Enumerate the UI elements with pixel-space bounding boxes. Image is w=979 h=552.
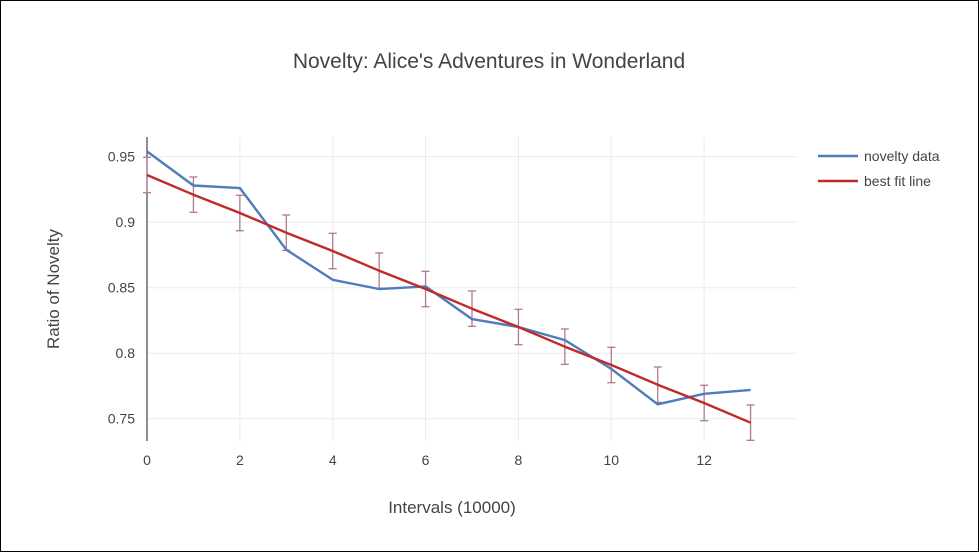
y-tick-label: 0.9 <box>116 214 136 230</box>
legend[interactable]: novelty data best fit line <box>818 148 940 189</box>
series-lines <box>146 150 752 424</box>
x-tick-label: 8 <box>515 452 523 468</box>
y-tick-label: 0.95 <box>108 149 135 165</box>
x-tick-label: 10 <box>603 452 619 468</box>
y-tick-labels: 0.75 0.8 0.85 0.9 0.95 <box>108 149 135 427</box>
legend-item-best-fit-line[interactable]: best fit line <box>818 173 931 189</box>
legend-label: best fit line <box>864 173 931 189</box>
series-line-novelty-data <box>146 150 751 406</box>
y-tick-label: 0.85 <box>108 280 135 296</box>
x-tick-label: 6 <box>422 452 430 468</box>
chart-title: Novelty: Alice's Adventures in Wonderlan… <box>293 50 685 73</box>
legend-item-novelty-data[interactable]: novelty data <box>818 148 940 164</box>
x-tick-label: 12 <box>696 452 712 468</box>
legend-label: novelty data <box>864 148 940 164</box>
x-tick-label: 2 <box>236 452 244 468</box>
y-tick-label: 0.8 <box>116 345 136 361</box>
x-tick-labels: 0 2 4 6 8 10 12 <box>143 452 712 468</box>
y-axis-title: Ratio of Novelty <box>44 229 63 349</box>
x-tick-label: 4 <box>329 452 337 468</box>
x-tick-label: 0 <box>143 452 151 468</box>
series-line-best-fit-line <box>146 173 752 424</box>
x-axis-title: Intervals (10000) <box>388 498 516 517</box>
y-tick-label: 0.75 <box>108 411 135 427</box>
